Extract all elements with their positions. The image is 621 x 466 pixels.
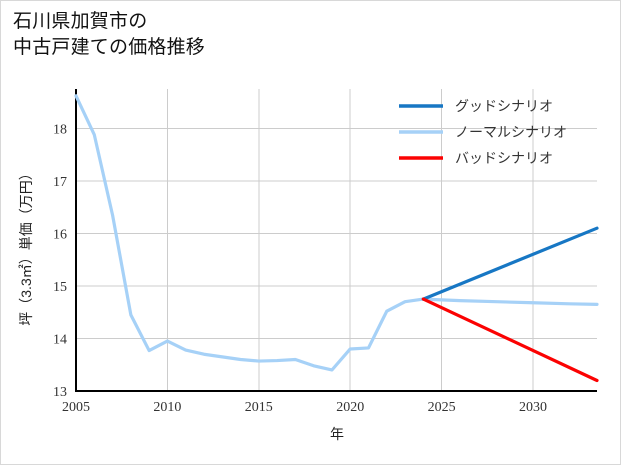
title-line-1: 石川県加賀市の <box>13 11 148 32</box>
x-tick-label: 2025 <box>428 400 456 415</box>
legend-label: ノーマルシナリオ <box>455 124 567 140</box>
y-tick-label: 14 <box>53 332 67 347</box>
y-axis-title: 坪（3.3㎡）単価（万円） <box>18 166 34 325</box>
y-tick-label: 18 <box>53 122 67 137</box>
x-tick-label: 2015 <box>245 400 273 415</box>
y-tick-label: 16 <box>53 227 67 242</box>
x-tick-label: 2030 <box>519 400 547 415</box>
y-tick-label: 13 <box>53 385 67 400</box>
page-title: 石川県加賀市の 中古戸建ての価格推移 <box>13 9 205 61</box>
x-tick-label: 2010 <box>153 400 181 415</box>
y-tick-label: 15 <box>53 280 67 295</box>
x-tick-label: 2020 <box>336 400 364 415</box>
x-axis-title: 年 <box>330 426 344 442</box>
legend-label: バッドシナリオ <box>455 150 553 166</box>
x-tick-label: 2005 <box>62 400 90 415</box>
title-line-2: 中古戸建ての価格推移 <box>13 37 206 58</box>
y-tick-label: 17 <box>53 175 67 190</box>
y-tick-labels: 13 14 15 16 17 18 <box>53 122 67 400</box>
x-tick-labels: 2005 2010 2015 2020 2025 2030 <box>62 400 547 415</box>
data-series <box>74 94 599 383</box>
legend-label: グッドシナリオ <box>455 98 553 114</box>
series-line <box>421 297 599 383</box>
series-line <box>421 226 599 301</box>
axis-spines <box>74 89 597 393</box>
series-line <box>74 94 599 372</box>
